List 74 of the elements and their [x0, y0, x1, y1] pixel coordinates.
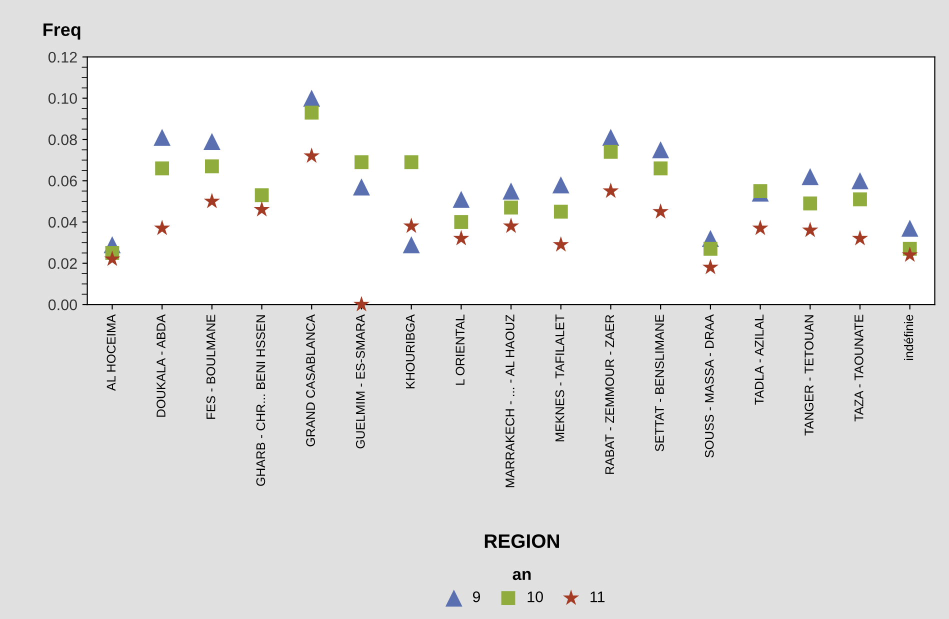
- point: [803, 196, 818, 210]
- point: [254, 201, 270, 217]
- x-tick-label: KHOURIBGA: [406, 314, 415, 388]
- point: [752, 220, 768, 236]
- y-tick-label: 0.02: [48, 258, 77, 269]
- legend-title: an: [512, 570, 531, 580]
- point: [703, 242, 718, 256]
- point: [254, 188, 269, 202]
- point: [853, 192, 867, 206]
- point: [352, 178, 370, 196]
- point: [554, 204, 568, 219]
- point: [154, 220, 170, 236]
- point: [504, 200, 518, 215]
- x-tick-label: L ORIENTAL: [456, 314, 465, 385]
- point: [602, 182, 619, 198]
- point: [353, 296, 370, 312]
- point: [402, 236, 420, 254]
- legend-label: 11: [590, 592, 605, 602]
- point: [654, 161, 668, 176]
- point: [502, 218, 520, 234]
- x-tick-label: FES - BOULMANE: [206, 314, 216, 419]
- point: [602, 128, 620, 146]
- x-tick-label: RABAT - ZEMMOUR - ZAER: [605, 314, 614, 474]
- x-tick-label: GRAND CASABLANCA: [306, 314, 315, 446]
- y-tick-label: 0.08: [48, 134, 77, 146]
- legend-label: 10: [528, 591, 543, 602]
- point: [901, 220, 918, 237]
- point: [802, 222, 818, 238]
- point: [404, 155, 418, 170]
- point: [204, 159, 219, 174]
- point: [204, 192, 220, 208]
- x-tick-label: GUELMIM - ES-SMARA: [356, 314, 365, 448]
- legend-label: 9: [472, 591, 480, 602]
- point: [652, 203, 669, 219]
- x-tick-label: GHARB - CHR... BENI HSSEN: [256, 315, 266, 486]
- point: [304, 106, 319, 120]
- x-tick-label: TADLA - AZILAL: [754, 314, 764, 405]
- x-tick-label: MEKNES - TAFILALET: [555, 314, 564, 442]
- x-tick-label: MARRAKECH - ... - AL HAOUZ: [506, 314, 514, 488]
- point: [802, 168, 819, 186]
- point: [652, 141, 670, 158]
- x-tick-label: SOUSS - MASSA - DRAA: [704, 314, 714, 458]
- point: [851, 172, 868, 190]
- x-tick-label: DOUKALA - ABDA: [156, 314, 166, 417]
- point: [154, 128, 171, 146]
- point: [852, 230, 868, 246]
- point: [552, 236, 569, 252]
- point: [203, 133, 220, 150]
- point: [502, 182, 520, 200]
- point: [354, 155, 368, 170]
- point: [304, 147, 320, 163]
- x-axis-title: REGION: [484, 534, 559, 548]
- point: [604, 144, 618, 159]
- point: [552, 176, 570, 194]
- x-tick-label: indéfinie: [904, 314, 914, 360]
- x-tick-label: TANGER - TETOUAN: [804, 315, 814, 436]
- y-tick-label: 0.04: [48, 216, 78, 228]
- x-tick-label: AL HOCEIMA: [106, 314, 116, 391]
- point: [452, 190, 470, 208]
- x-tick-label: SETTAT - BENSLIMANE: [655, 314, 664, 452]
- y-tick-label: 0.10: [48, 93, 77, 104]
- point: [902, 246, 918, 262]
- y-tick-label: 0.00: [48, 299, 77, 310]
- point: [403, 218, 420, 234]
- point: [702, 258, 719, 274]
- y-tick-label: 0.12: [48, 52, 77, 63]
- y-tick-label: 0.06: [48, 176, 77, 186]
- point: [453, 230, 470, 246]
- point: [454, 215, 468, 229]
- y-axis-title: Freq: [44, 23, 80, 40]
- point: [753, 184, 768, 198]
- point: [155, 161, 170, 176]
- x-tick-label: TAZA - TAOUNATE: [854, 314, 864, 422]
- point: [104, 250, 120, 266]
